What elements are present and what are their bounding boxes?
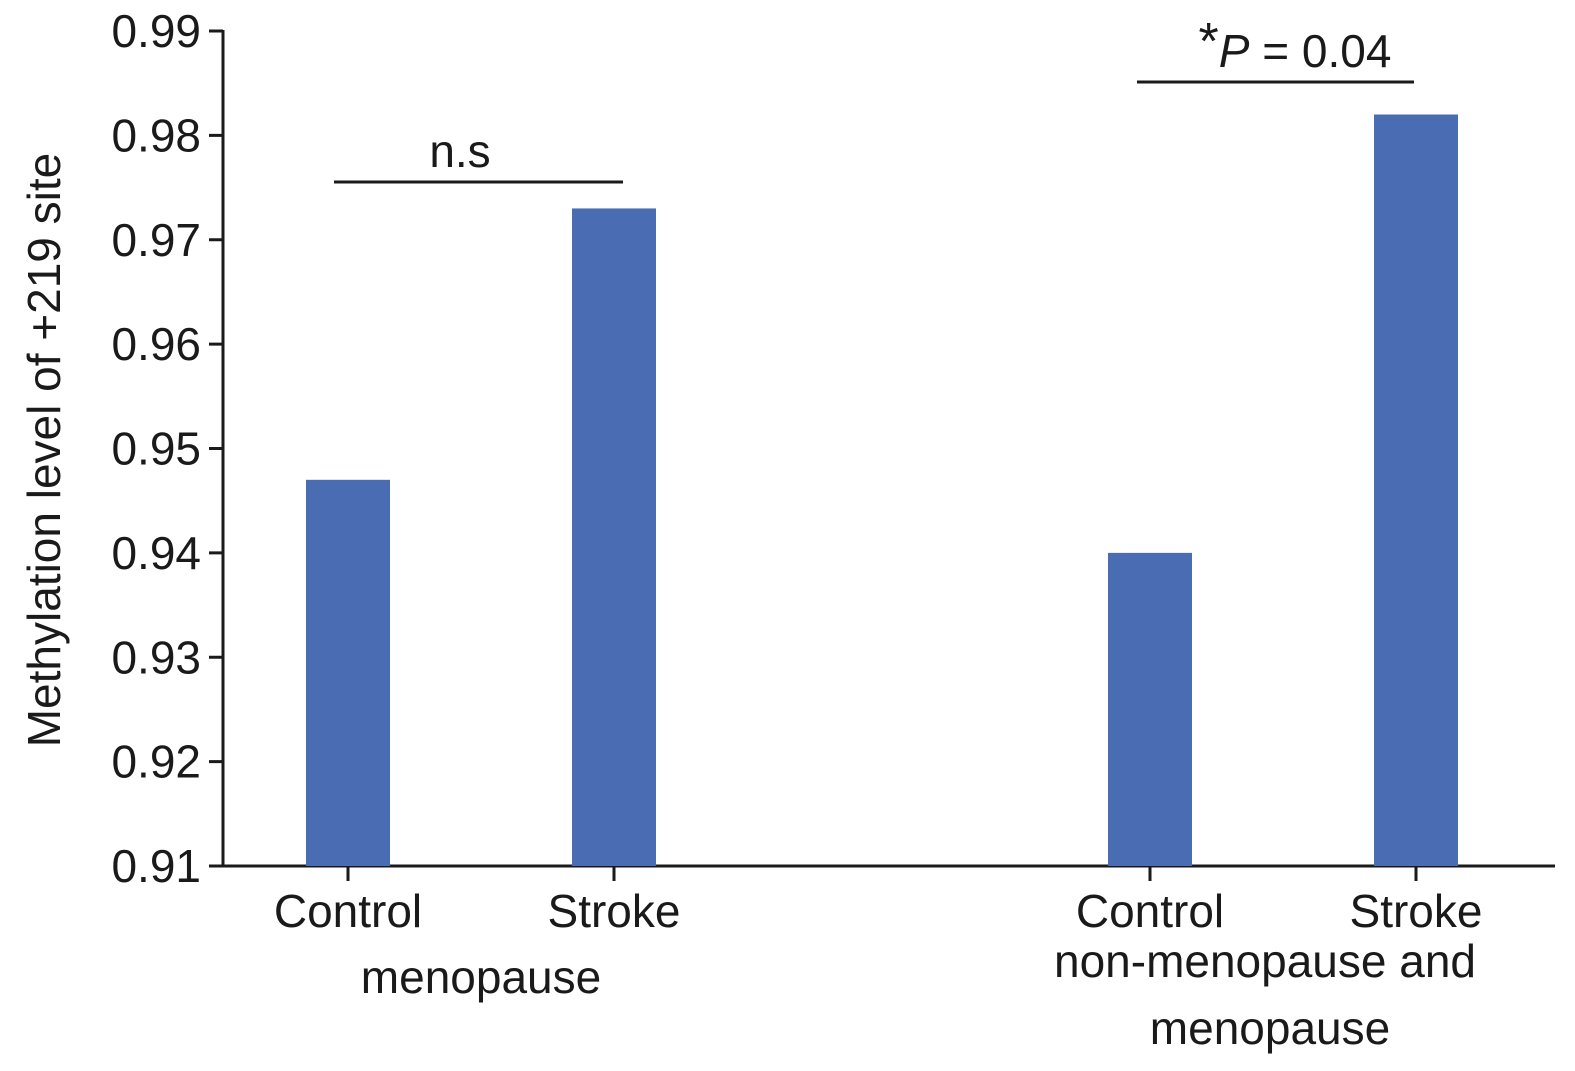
x-axis: Control Stroke Control Stroke (222, 864, 1555, 937)
y-tick-label: 0.92 (111, 736, 201, 788)
bar-stroke-group0 (572, 208, 656, 866)
x-tick-label: Stroke (1350, 885, 1483, 937)
y-tick-label: 0.93 (111, 631, 201, 683)
y-tick-label: 0.99 (111, 5, 201, 57)
y-tick-label: 0.91 (111, 840, 201, 892)
group-labels: menopause non-menopause and menopause (361, 935, 1476, 1054)
bar-stroke-group1 (1374, 114, 1458, 866)
x-tick-label: Control (274, 885, 422, 937)
y-tick-label: 0.95 (111, 423, 201, 475)
significance-annotations: n.s *P = 0.04 (334, 13, 1414, 184)
group-label-non-menopause-line2: menopause (1150, 1002, 1390, 1054)
bar-control-group0 (306, 479, 390, 866)
group-label-non-menopause-line1: non-menopause and (1054, 935, 1476, 987)
significance-label-non-menopause: *P = 0.04 (1199, 13, 1392, 77)
bar-control-group1 (1108, 552, 1192, 866)
y-tick-label: 0.94 (111, 527, 201, 579)
significance-p: P (1219, 25, 1250, 77)
bars (306, 114, 1458, 866)
y-axis-label: Methylation level of +219 site (18, 153, 70, 748)
y-tick-label: 0.98 (111, 109, 201, 161)
significance-star: * (1199, 13, 1219, 71)
y-tick-label: 0.96 (111, 318, 201, 370)
significance-value: = 0.04 (1249, 25, 1391, 77)
group-label-menopause: menopause (361, 951, 601, 1003)
x-tick-label: Stroke (548, 885, 681, 937)
y-axis: 0.91 0.92 0.93 0.94 0.95 0.96 0.97 0.98 0.99 (111, 5, 225, 892)
significance-label-menopause: n.s (429, 125, 490, 177)
x-tick-label: Control (1076, 885, 1224, 937)
y-tick-label: 0.97 (111, 214, 201, 266)
